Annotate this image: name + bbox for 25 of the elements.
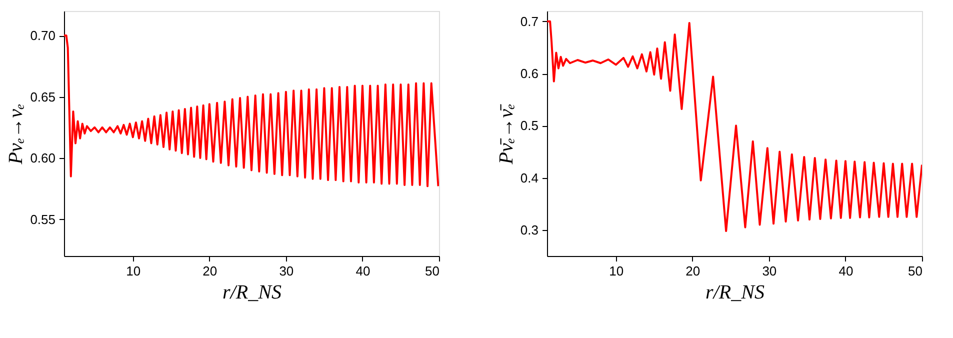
x-tick-label: 30	[762, 264, 777, 278]
x-tick-label: 20	[202, 264, 218, 278]
y-tick-label: 0.65	[30, 89, 56, 104]
y-tick-label: 0.6	[520, 66, 538, 82]
x-tick-label: 30	[279, 264, 294, 278]
y-tick-label: 0.4	[520, 170, 538, 186]
line-series	[64, 34, 439, 188]
x-axis-title: r/R_NS	[706, 282, 764, 304]
y-tick-label: 0.55	[30, 212, 56, 227]
line-series	[547, 20, 922, 232]
x-tick-label: 40	[356, 264, 370, 278]
y-tick-label: 0.70	[30, 28, 56, 43]
x-tick-label: 50	[908, 264, 922, 278]
y-tick-label: 0.60	[30, 150, 56, 166]
x-axis-title: r/R_NS	[222, 282, 282, 304]
y-tick-label: 0.5	[520, 118, 538, 134]
x-tick-label: 20	[686, 264, 700, 278]
y-tick-label: 0.3	[520, 222, 538, 238]
y-axis-title: Pνₑ→νₑ	[5, 104, 28, 166]
y-axis-title: Pν̄ₑ→ν̄ₑ	[495, 104, 518, 166]
x-tick-label: 10	[609, 264, 624, 278]
y-tick-label: 0.7	[520, 14, 538, 29]
x-tick-label: 50	[425, 264, 440, 278]
x-tick-label: 40	[838, 264, 854, 278]
x-tick-label: 10	[126, 264, 141, 278]
